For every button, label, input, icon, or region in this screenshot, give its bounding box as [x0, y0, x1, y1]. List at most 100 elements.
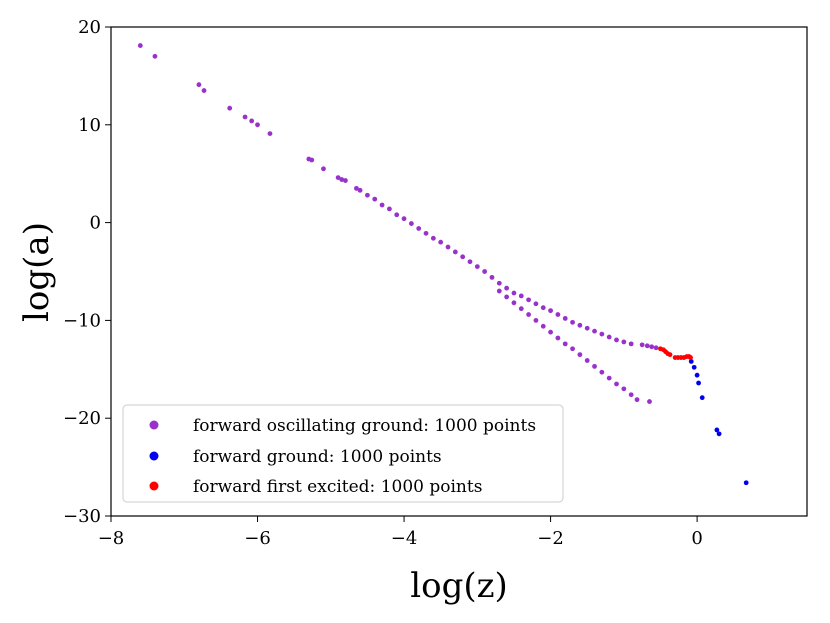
legend: forward oscillating ground: 1000 points … — [122, 404, 564, 503]
data-point-series-0 — [577, 352, 583, 358]
data-point-series-0 — [649, 344, 655, 350]
legend-marker-oscillating — [149, 420, 159, 430]
data-point-series-0 — [430, 235, 436, 241]
data-point-series-0 — [614, 381, 619, 387]
data-point-series-0 — [599, 331, 605, 337]
data-point-series-0 — [335, 175, 341, 181]
y-tick-label: −10 — [63, 310, 101, 331]
data-point-series-0 — [548, 329, 553, 335]
data-point-series-1 — [714, 427, 720, 433]
data-point-series-0 — [401, 216, 407, 222]
y-tick-label: 0 — [90, 213, 101, 234]
data-point-series-0 — [137, 43, 143, 48]
data-point-series-0 — [621, 386, 627, 392]
data-point-series-0 — [339, 177, 345, 182]
data-point-series-0 — [562, 316, 568, 321]
y-tick-label: −30 — [63, 506, 101, 527]
data-point-series-0 — [242, 114, 248, 120]
data-point-series-0 — [628, 341, 634, 347]
data-point-series-0 — [354, 185, 359, 191]
data-point-series-0 — [504, 294, 510, 300]
data-point-series-0 — [201, 88, 207, 93]
legend-marker-first-excited — [149, 481, 159, 491]
data-point-series-0 — [474, 264, 480, 270]
x-axis-label: log(z) — [410, 566, 508, 606]
y-tick-label: −20 — [63, 408, 101, 429]
data-point-series-0 — [606, 334, 612, 340]
data-point-series-0 — [621, 339, 627, 345]
data-point-series-0 — [152, 53, 158, 59]
data-point-series-0 — [555, 312, 561, 317]
data-point-series-0 — [489, 274, 495, 280]
data-point-series-0 — [614, 337, 619, 343]
legend-box — [122, 404, 564, 503]
data-point-series-0 — [647, 399, 652, 404]
legend-label-ground: forward ground: 1000 points — [193, 447, 442, 467]
data-point-series-0 — [540, 305, 546, 311]
x-tick-label: −8 — [98, 528, 125, 549]
data-point-series-0 — [196, 82, 202, 88]
data-point-series-0 — [540, 323, 546, 329]
data-point-series-1 — [691, 364, 697, 370]
data-point-series-2 — [667, 352, 673, 358]
data-point-series-0 — [526, 297, 531, 303]
y-tick-label: 10 — [78, 115, 101, 136]
data-point-series-0 — [592, 363, 597, 369]
data-point-series-0 — [309, 157, 315, 163]
data-point-series-0 — [416, 226, 422, 231]
data-point-series-0 — [584, 358, 590, 363]
data-point-series-2 — [688, 355, 693, 360]
data-point-series-0 — [562, 341, 568, 347]
data-point-series-0 — [365, 192, 370, 198]
legend-marker-ground — [149, 451, 159, 461]
data-point-series-0 — [592, 328, 597, 334]
data-point-series-1 — [694, 372, 700, 378]
plot-frame — [110, 26, 808, 517]
data-point-series-0 — [570, 319, 575, 325]
data-point-series-0 — [408, 221, 414, 226]
data-point-series-0 — [438, 239, 444, 245]
data-point-series-1 — [716, 431, 722, 437]
data-point-series-0 — [606, 375, 612, 381]
data-point-series-0 — [394, 212, 400, 218]
data-point-series-0 — [644, 343, 650, 349]
data-point-series-0 — [599, 369, 605, 375]
data-point-series-0 — [379, 202, 385, 208]
data-point-series-0 — [357, 187, 363, 193]
legend-label-oscillating: forward oscillating ground: 1000 points — [193, 416, 536, 436]
data-point-series-0 — [570, 346, 575, 352]
data-point-series-0 — [504, 285, 510, 291]
data-point-series-1 — [696, 380, 701, 386]
data-point-series-0 — [249, 118, 255, 124]
data-point-series-0 — [653, 345, 659, 351]
data-point-series-1 — [743, 480, 749, 486]
legend-label-first-excited: forward first excited: 1000 points — [193, 477, 482, 497]
data-point-series-1 — [699, 395, 705, 401]
data-point-series-0 — [372, 196, 378, 202]
data-point-series-0 — [634, 397, 640, 403]
data-point-series-0 — [255, 122, 260, 128]
data-point-series-0 — [628, 392, 634, 398]
data-point-series-0 — [555, 335, 561, 341]
data-point-series-0 — [467, 259, 473, 265]
data-point-series-0 — [496, 288, 502, 294]
x-tick-label: 0 — [691, 528, 702, 549]
points-layer — [137, 43, 749, 486]
data-point-series-0 — [511, 290, 517, 296]
data-point-series-0 — [482, 269, 488, 274]
data-point-series-0 — [639, 342, 645, 348]
data-point-series-1 — [688, 359, 694, 364]
data-point-series-0 — [445, 244, 451, 250]
data-point-series-0 — [343, 178, 348, 183]
y-axis-label: log(a) — [17, 222, 57, 322]
data-point-series-0 — [518, 306, 524, 312]
y-tick-label: 20 — [78, 17, 101, 38]
data-point-series-0 — [496, 280, 502, 286]
data-point-series-0 — [452, 249, 458, 255]
data-point-series-0 — [577, 322, 583, 328]
data-point-series-0 — [511, 300, 517, 306]
data-point-series-0 — [460, 254, 466, 260]
